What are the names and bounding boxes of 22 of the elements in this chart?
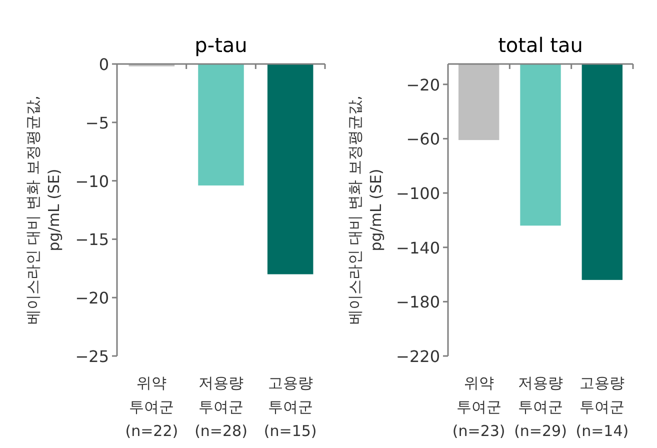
chart-title: total tau bbox=[498, 33, 583, 57]
x-tick-label: 위약 투여군 (n=22) bbox=[125, 374, 178, 440]
x-tick-label: 저용량 투여군 (n=28) bbox=[194, 374, 248, 440]
y-tick-label: −25 bbox=[75, 347, 109, 366]
x-tick-label: 고용량 투여군 (n=15) bbox=[264, 374, 317, 440]
y-tick-label: −5 bbox=[85, 113, 109, 132]
y-tick-label: 0 bbox=[98, 55, 109, 74]
y-tick-label: −10 bbox=[75, 172, 109, 191]
y-tick-label: −180 bbox=[396, 292, 440, 312]
y-tick-label: −100 bbox=[396, 184, 440, 204]
y-tick-label: −220 bbox=[396, 347, 440, 366]
chart-title: p-tau bbox=[194, 33, 248, 57]
y-axis-title: 베이스라인 대비 변화 보정평균값, pg/mL (SE) bbox=[346, 95, 385, 325]
y-tick-label: −15 bbox=[75, 230, 109, 250]
x-tick-label: 위약 투여군 (n=23) bbox=[452, 374, 506, 440]
y-tick-label: −20 bbox=[406, 75, 440, 94]
x-tick-label: 저용량 투여군 (n=29) bbox=[514, 374, 567, 440]
y-axis-title: 베이스라인 대비 변화 보정평균값, pg/mL (SE) bbox=[24, 95, 63, 325]
y-tick-label: −140 bbox=[396, 238, 440, 258]
y-tick-label: −60 bbox=[406, 130, 440, 149]
y-tick-label: −20 bbox=[75, 288, 109, 308]
x-tick-label: 고용량 투여군 (n=14) bbox=[576, 374, 629, 440]
